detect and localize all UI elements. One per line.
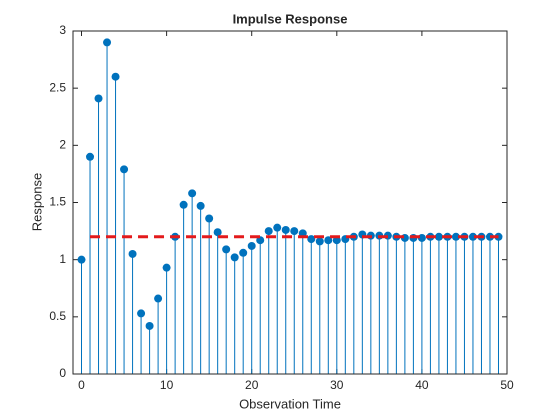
y-tick-label: 2.5 [49,80,66,94]
stem-marker [128,249,137,258]
x-tick-label: 30 [330,378,344,392]
y-tick-label: 0 [59,366,66,380]
stem-marker [434,232,443,241]
stem-marker [222,245,231,254]
stem-marker [273,223,282,232]
stem-marker [230,253,239,262]
stem-marker [94,94,103,103]
stem-marker [451,232,460,241]
stem-marker [196,201,205,210]
stem-marker [315,237,324,246]
y-tick-label: 3 [59,23,66,37]
stem-marker [103,38,112,47]
stem-marker [264,227,273,236]
chart-title: Impulse Response [233,11,348,26]
stem-marker [188,189,197,198]
stem-marker [213,228,222,237]
x-tick-label: 10 [160,378,174,392]
stem-marker [485,232,494,241]
y-tick-label: 0.5 [49,309,66,323]
stem-marker [281,225,290,234]
stem-marker [239,248,248,257]
y-axis-label: Response [29,173,44,232]
x-axis-label: Observation Time [239,396,341,411]
stem-marker [162,263,171,272]
stem-marker [290,227,299,236]
stem-marker [145,321,154,330]
stem-marker [137,309,146,318]
stem-marker [154,294,163,303]
x-tick-label: 50 [500,378,514,392]
stem-marker [179,200,188,209]
stem-marker [307,235,316,244]
y-tick-label: 1.5 [49,195,66,209]
stem-marker [111,72,120,81]
stem-marker [468,232,477,241]
stem-marker [494,232,503,241]
x-tick-label: 40 [415,378,429,392]
stem-marker [77,255,86,264]
stem-marker [86,152,95,161]
stem-marker [247,241,256,250]
y-tick-label: 1 [59,252,66,266]
stem-marker [205,214,214,223]
x-tick-label: 20 [245,378,259,392]
plot-frame [72,30,508,375]
x-tick-label: 0 [78,378,85,392]
y-tick-label: 2 [59,138,66,152]
stem-marker [120,165,129,174]
